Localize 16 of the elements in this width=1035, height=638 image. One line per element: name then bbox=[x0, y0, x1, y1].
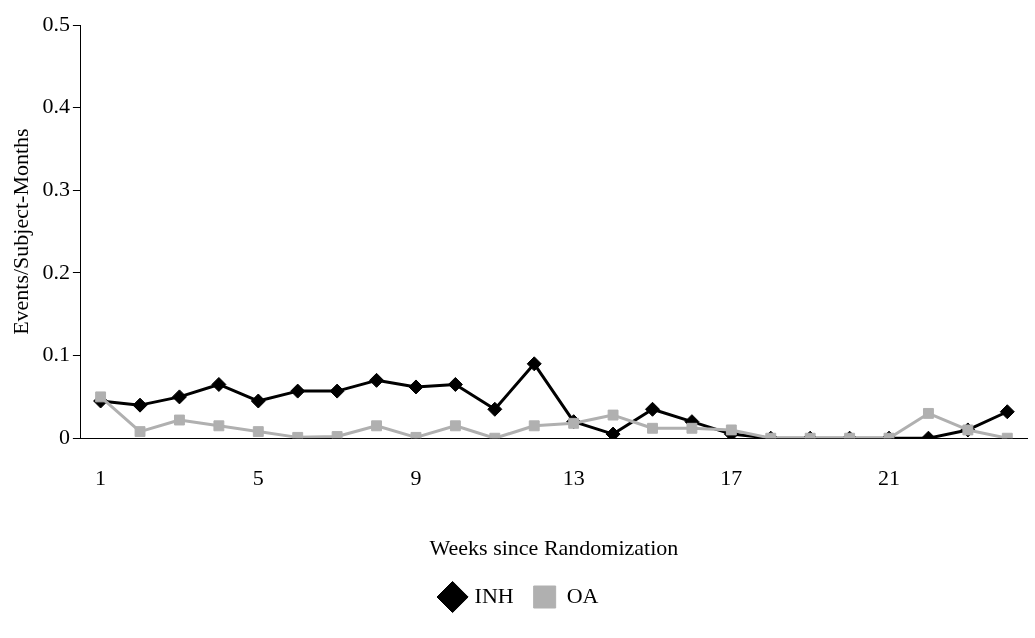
y-tick-label: 0.2 bbox=[42, 258, 70, 284]
x-axis-title: Weeks since Randomization bbox=[429, 534, 679, 560]
x-tick-label: 21 bbox=[878, 465, 901, 491]
x-tick-label: 17 bbox=[720, 465, 743, 491]
x-tick-label: 1 bbox=[95, 465, 107, 491]
x-tick-label: 5 bbox=[252, 465, 264, 491]
x-tick-label: 13 bbox=[562, 465, 585, 491]
y-tick-label: 0.1 bbox=[42, 341, 70, 367]
y-axis-title: Events/Subject-Months bbox=[7, 128, 33, 335]
legend-label: OA bbox=[566, 582, 599, 608]
legend-label: INH bbox=[474, 582, 514, 608]
y-tick-label: 0 bbox=[58, 423, 70, 449]
y-tick-label: 0.5 bbox=[42, 10, 70, 36]
y-tick-label: 0.3 bbox=[42, 176, 70, 202]
x-tick-label: 9 bbox=[410, 465, 422, 491]
y-tick-label: 0.4 bbox=[42, 93, 70, 119]
